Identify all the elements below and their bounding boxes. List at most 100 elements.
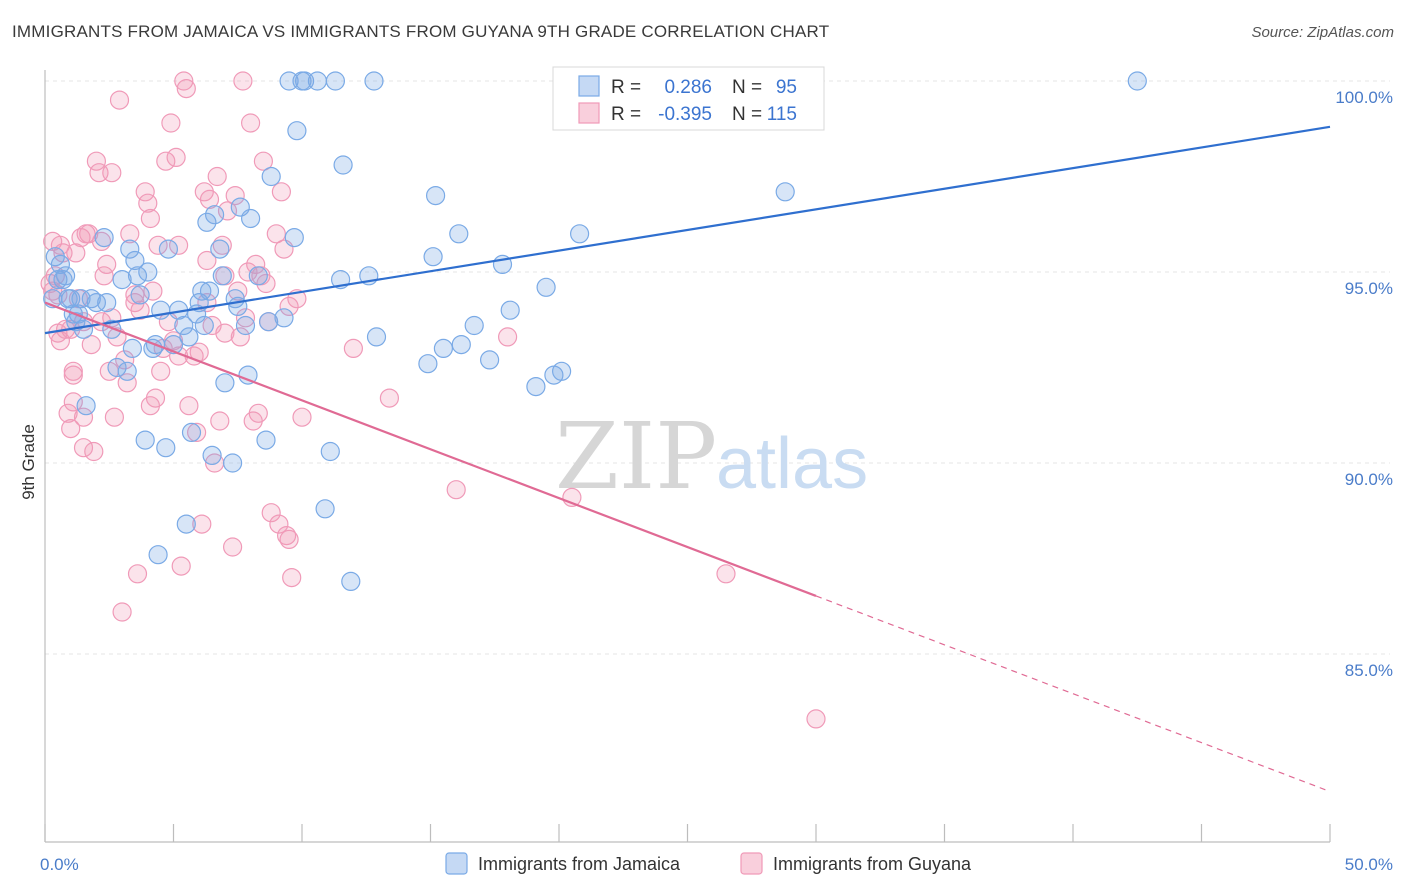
- data-point-jamaica: [127, 266, 148, 286]
- data-point-guyana: [169, 235, 189, 255]
- trend-line-jamaica: [44, 125, 1331, 335]
- series-swatch-jamaica: [445, 852, 468, 875]
- data-point-jamaica: [181, 422, 202, 442]
- data-point-jamaica: [135, 430, 155, 450]
- data-point-guyana: [115, 350, 135, 370]
- data-point-jamaica: [418, 354, 438, 374]
- data-point-jamaica: [325, 71, 345, 91]
- data-point-jamaica: [238, 365, 258, 385]
- trend-line-guyana: [44, 301, 817, 597]
- data-point-jamaica: [66, 312, 86, 332]
- trend-line-guyana-extension: [815, 595, 1331, 793]
- data-point-jamaica: [248, 266, 268, 286]
- data-point-jamaica: [366, 327, 387, 347]
- data-point-guyana: [199, 189, 220, 209]
- data-point-guyana: [84, 441, 104, 462]
- data-point-guyana: [716, 564, 736, 584]
- data-point-jamaica: [174, 315, 194, 336]
- data-point-jamaica: [130, 285, 150, 305]
- data-point-jamaica: [274, 308, 294, 328]
- data-point-guyana: [140, 208, 160, 229]
- data-point-guyana: [138, 193, 158, 213]
- data-point-jamaica: [55, 266, 76, 286]
- y-tick-label: 100.0%: [1335, 88, 1393, 107]
- data-point-jamaica: [199, 281, 220, 301]
- data-point-jamaica: [256, 430, 276, 450]
- data-point-jamaica: [156, 438, 176, 458]
- watermark-zip: ZIP: [555, 403, 717, 510]
- data-point-guyana: [63, 365, 83, 385]
- data-point-guyana: [104, 407, 125, 427]
- watermark-atlas: atlas: [716, 424, 868, 504]
- data-point-guyana: [235, 308, 256, 328]
- data-point-guyana: [94, 266, 114, 286]
- data-point-jamaica: [449, 224, 469, 244]
- series-swatch-guyana: [740, 852, 763, 875]
- data-point-jamaica: [192, 281, 212, 301]
- axes: [44, 70, 1331, 843]
- data-point-jamaica: [61, 289, 81, 309]
- data-point-guyana: [73, 407, 94, 427]
- data-point-guyana: [192, 514, 212, 534]
- data-point-guyana: [241, 113, 261, 133]
- data-point-guyana: [130, 300, 150, 320]
- data-point-guyana: [148, 235, 168, 255]
- data-point-guyana: [143, 281, 163, 301]
- legend-n-value-guyana: 115: [767, 104, 797, 125]
- data-point-guyana: [109, 90, 130, 110]
- data-point-jamaica: [423, 247, 443, 267]
- data-point-guyana: [97, 254, 117, 274]
- chart-source: Source: ZipAtlas.com: [1251, 24, 1394, 41]
- data-point-jamaica: [86, 293, 107, 313]
- data-point-guyana: [187, 422, 207, 442]
- data-point-guyana: [66, 243, 86, 263]
- data-point-guyana: [73, 438, 94, 458]
- data-point-jamaica: [364, 71, 384, 91]
- data-point-guyana: [61, 419, 81, 439]
- data-point-guyana: [50, 235, 71, 255]
- data-point-guyana: [215, 323, 235, 343]
- data-point-guyana: [48, 285, 68, 305]
- data-point-jamaica: [775, 182, 795, 202]
- data-point-jamaica: [307, 71, 327, 91]
- data-point-jamaica: [1127, 71, 1147, 91]
- data-point-jamaica: [194, 315, 214, 336]
- data-point-guyana: [171, 556, 191, 576]
- data-point-guyana: [151, 361, 171, 381]
- data-point-jamaica: [536, 277, 556, 297]
- legend-r-value-jamaica: 0.286: [664, 77, 712, 98]
- legend-r-label-guyana: R =: [611, 104, 641, 125]
- data-point-jamaica: [223, 453, 243, 473]
- data-point-jamaica: [122, 338, 142, 358]
- data-point-jamaica: [179, 327, 199, 347]
- data-point-jamaica: [287, 121, 307, 141]
- data-point-guyana: [223, 537, 243, 557]
- data-point-jamaica: [210, 239, 230, 259]
- data-point-guyana: [166, 147, 186, 167]
- data-point-jamaica: [433, 338, 453, 358]
- data-point-guyana: [117, 373, 137, 393]
- data-point-jamaica: [241, 208, 261, 229]
- data-point-guyana: [140, 396, 160, 416]
- data-point-guyana: [446, 480, 466, 500]
- data-point-guyana: [248, 403, 268, 423]
- data-point-guyana: [135, 182, 155, 202]
- data-point-guyana: [179, 396, 199, 416]
- data-point-guyana: [197, 250, 217, 271]
- data-point-guyana: [127, 564, 148, 584]
- legend-r-value-guyana: -0.395: [658, 104, 712, 125]
- data-point-guyana: [161, 113, 181, 133]
- watermark: ZIP atlas: [555, 403, 868, 510]
- data-point-jamaica: [320, 441, 340, 462]
- data-point-guyana: [156, 151, 176, 171]
- data-point-jamaica: [117, 361, 137, 381]
- y-axis-title: 9th Grade: [19, 424, 38, 500]
- data-point-jamaica: [202, 445, 222, 465]
- legend-r-label-jamaica: R =: [611, 77, 641, 98]
- y-tick-label: 90.0%: [1345, 470, 1393, 489]
- data-point-guyana: [292, 407, 312, 427]
- data-point-guyana: [225, 186, 245, 206]
- data-point-jamaica: [526, 377, 546, 397]
- data-point-jamaica: [94, 228, 114, 248]
- data-point-guyana: [246, 254, 266, 274]
